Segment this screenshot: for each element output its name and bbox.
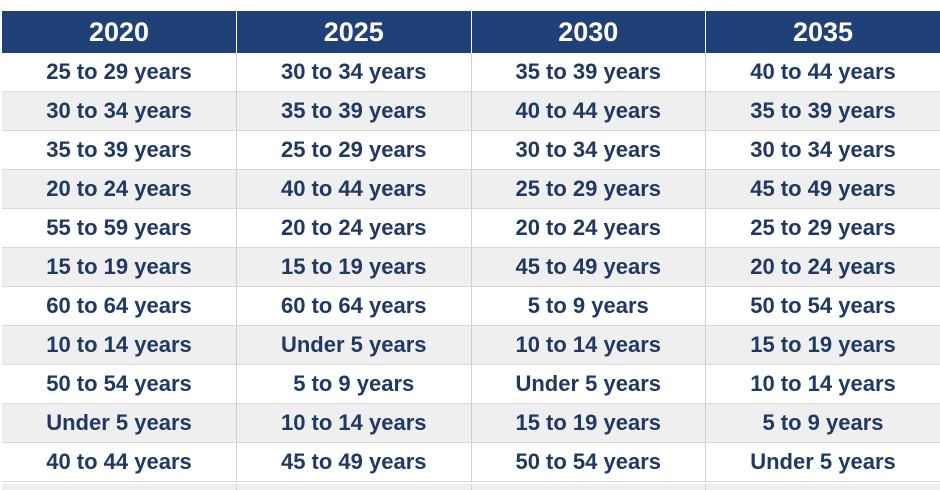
table-cell: 30 to 34 years — [236, 53, 472, 92]
header-row: 2020 2025 2030 2035 — [2, 11, 940, 53]
table-row: 20 to 24 years 40 to 44 years 25 to 29 yea… — [2, 169, 940, 209]
header-2025: 2025 — [236, 11, 472, 53]
table-cell: 50 to 54 years — [471, 442, 706, 482]
table-cell — [2, 484, 237, 490]
table-cell — [706, 484, 940, 490]
table-cell: 10 to 14 years — [236, 403, 472, 443]
table-cell: Under 5 years — [2, 403, 237, 443]
table-cell: 15 to 19 years — [471, 403, 706, 443]
table-cell: 45 to 49 years — [705, 169, 940, 209]
table-row: 35 to 39 years 25 to 29 years 30 to 34 yea… — [2, 130, 940, 170]
table-cell: 35 to 39 years — [705, 91, 940, 131]
table-cell: 15 to 19 years — [2, 247, 237, 287]
table-cell: 20 to 24 years — [2, 169, 237, 209]
table-cell: 5 to 9 years — [471, 286, 706, 326]
age-ranking-table: 2020 2025 2030 2035 25 to 29 years 30 to … — [2, 11, 940, 482]
table-cell: 20 to 24 years — [705, 247, 940, 287]
table-row-cutoff — [2, 484, 940, 490]
table-body: 25 to 29 years 30 to 34 years 35 to 39 yea… — [2, 53, 940, 482]
table-cell — [236, 484, 472, 490]
table-cell: 40 to 44 years — [471, 91, 706, 131]
table-row: 55 to 59 years 20 to 24 years 20 to 24 yea… — [2, 208, 940, 248]
table-cell: 30 to 34 years — [2, 91, 237, 131]
table-cell: 50 to 54 years — [705, 286, 940, 326]
table-cell: 35 to 39 years — [236, 91, 472, 131]
table-cell: 40 to 44 years — [2, 442, 237, 482]
table-cell: 20 to 24 years — [471, 208, 706, 248]
table-cell: 25 to 29 years — [2, 53, 237, 92]
table-row: 25 to 29 years 30 to 34 years 35 to 39 yea… — [2, 53, 940, 92]
table-cell: 35 to 39 years — [2, 130, 237, 170]
table-cell: 10 to 14 years — [2, 325, 237, 365]
table-cell: 55 to 59 years — [2, 208, 237, 248]
table-cell: 5 to 9 years — [705, 403, 940, 443]
table-cell: 20 to 24 years — [236, 208, 472, 248]
table-row: 40 to 44 years 45 to 49 years 50 to 54 yea… — [2, 442, 940, 482]
table-row: 50 to 54 years 5 to 9 years Under 5 years 1… — [2, 364, 940, 404]
table-cell: 45 to 49 years — [471, 247, 706, 287]
table-row: 60 to 64 years 60 to 64 years 5 to 9 years… — [2, 286, 940, 326]
header-2030: 2030 — [471, 11, 706, 53]
table-row: 15 to 19 years 15 to 19 years 45 to 49 yea… — [2, 247, 940, 287]
table-cell: 35 to 39 years — [471, 53, 706, 92]
table-cell: 30 to 34 years — [471, 130, 706, 170]
table-header: 2020 2025 2030 2035 — [2, 11, 940, 53]
table-cell: 5 to 9 years — [236, 364, 472, 404]
table-cell: Under 5 years — [705, 442, 940, 482]
table-cell: 45 to 49 years — [236, 442, 472, 482]
table-row: 10 to 14 years Under 5 years 10 to 14 year… — [2, 325, 940, 365]
table-row: Under 5 years 10 to 14 years 15 to 19 year… — [2, 403, 940, 443]
header-2020: 2020 — [2, 11, 237, 53]
table-cell: Under 5 years — [236, 325, 472, 365]
header-2035: 2035 — [705, 11, 940, 53]
table-cell: 25 to 29 years — [705, 208, 940, 248]
table-cell: 25 to 29 years — [471, 169, 706, 209]
table-cell: 50 to 54 years — [2, 364, 237, 404]
table-cell: 25 to 29 years — [236, 130, 472, 170]
table-cell: Under 5 years — [471, 364, 706, 404]
table-cell: 15 to 19 years — [705, 325, 940, 365]
table-cell: 40 to 44 years — [236, 169, 472, 209]
table-cell: 60 to 64 years — [236, 286, 472, 326]
age-ranking-table-container: 2020 2025 2030 2035 25 to 29 years 30 to … — [2, 11, 940, 482]
table-cell — [471, 484, 707, 490]
table-cell: 30 to 34 years — [705, 130, 940, 170]
table-row: 30 to 34 years 35 to 39 years 40 to 44 yea… — [2, 91, 940, 131]
table-cell: 10 to 14 years — [471, 325, 706, 365]
table-cell: 10 to 14 years — [705, 364, 940, 404]
table-cell: 15 to 19 years — [236, 247, 472, 287]
table-cell: 60 to 64 years — [2, 286, 237, 326]
table-cell: 40 to 44 years — [705, 53, 940, 92]
